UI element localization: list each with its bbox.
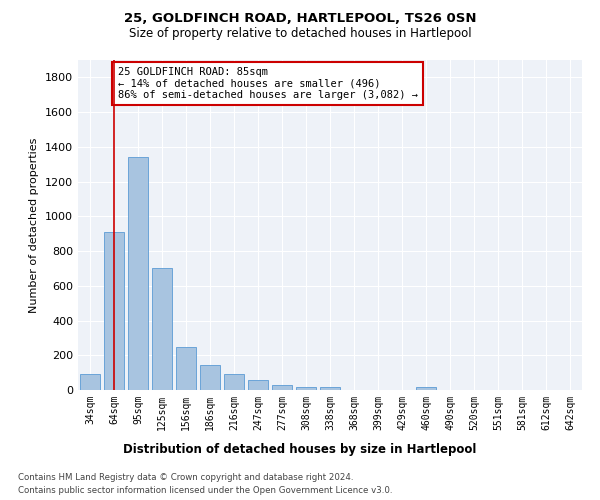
Text: Size of property relative to detached houses in Hartlepool: Size of property relative to detached ho… (128, 28, 472, 40)
Text: 25, GOLDFINCH ROAD, HARTLEPOOL, TS26 0SN: 25, GOLDFINCH ROAD, HARTLEPOOL, TS26 0SN (124, 12, 476, 26)
Bar (200, 365, 220, 390)
Text: Distribution of detached houses by size in Hartlepool: Distribution of detached houses by size … (124, 442, 476, 456)
Bar (320, 388, 340, 390)
Bar (248, 380, 268, 390)
Bar (176, 346, 196, 390)
Bar (224, 374, 244, 390)
Bar (152, 268, 172, 390)
Y-axis label: Number of detached properties: Number of detached properties (29, 138, 40, 312)
Text: Contains HM Land Registry data © Crown copyright and database right 2024.: Contains HM Land Registry data © Crown c… (18, 472, 353, 482)
Text: 25 GOLDFINCH ROAD: 85sqm
← 14% of detached houses are smaller (496)
86% of semi-: 25 GOLDFINCH ROAD: 85sqm ← 14% of detach… (118, 67, 418, 100)
Bar (80, 374, 100, 390)
Bar (128, 158, 148, 390)
Bar (104, 232, 124, 390)
Bar (272, 385, 292, 390)
Bar (296, 386, 316, 390)
Text: Contains public sector information licensed under the Open Government Licence v3: Contains public sector information licen… (18, 486, 392, 495)
Bar (416, 386, 436, 390)
